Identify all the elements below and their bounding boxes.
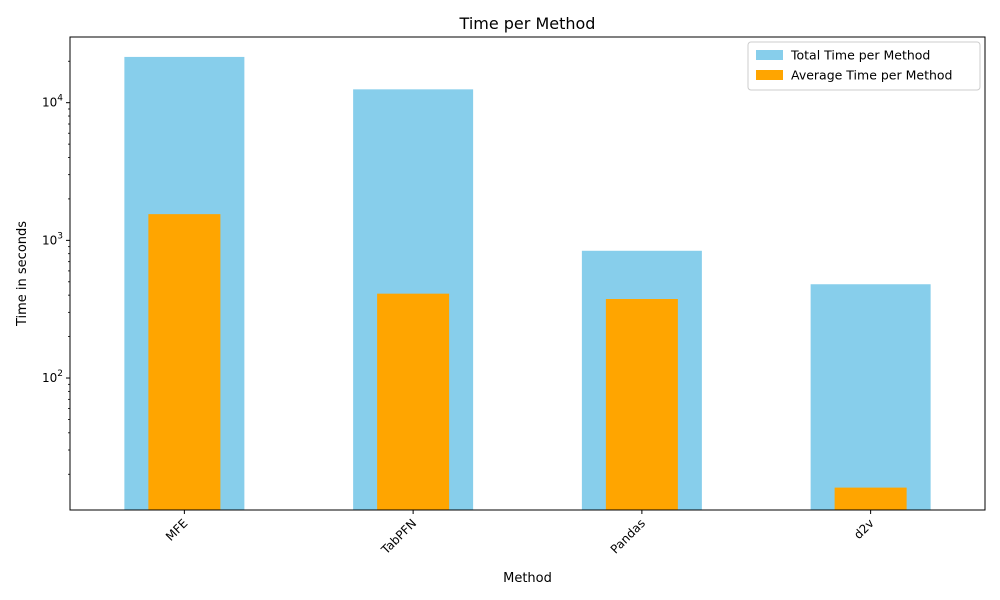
plot-frame <box>69 36 986 511</box>
bar-total-d2v <box>810 284 931 510</box>
legend-label-average: Average Time per Method <box>791 68 953 83</box>
x-tick-label: d2v <box>851 516 877 542</box>
average-time-bars <box>148 214 907 510</box>
bar-average-tabpfn <box>377 293 450 510</box>
legend-swatch-average <box>756 70 783 80</box>
y-axis-ticks: 102 103 104 <box>42 60 70 475</box>
total-time-bars <box>124 56 931 511</box>
y-tick-label: 102 <box>42 369 63 385</box>
x-tick-label: Pandas <box>608 516 648 556</box>
legend-swatch-total <box>756 50 783 60</box>
legend: Total Time per Method Average Time per Me… <box>747 41 981 91</box>
y-axis-label: Time in seconds <box>15 221 30 327</box>
chart-title: Time per Method <box>459 14 596 33</box>
bar-average-pandas <box>605 299 678 510</box>
x-tick-label: MFE <box>163 516 190 543</box>
y-tick-label: 104 <box>42 94 63 110</box>
y-tick-label: 103 <box>42 231 63 247</box>
bar-average-d2v <box>834 487 907 510</box>
legend-box <box>747 41 981 91</box>
x-axis-label: Method <box>503 571 552 586</box>
legend-label-total: Total Time per Method <box>790 48 930 63</box>
x-axis-ticks: MFE TabPFN Pandas d2v <box>163 510 877 558</box>
x-tick-label: TabPFN <box>378 516 419 557</box>
bar-average-mfe <box>148 214 221 510</box>
